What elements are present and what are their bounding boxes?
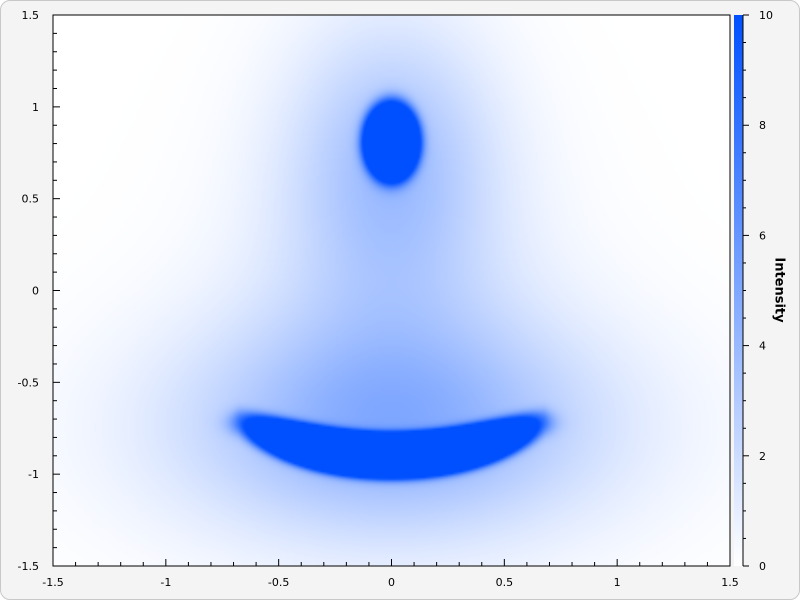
colorbar-tick-label: 8 xyxy=(759,119,766,132)
x-tick-label: 0 xyxy=(388,576,395,589)
x-tick-label: 0.5 xyxy=(496,576,514,589)
y-tick-label: -1 xyxy=(28,468,39,481)
x-tick-label: 1.5 xyxy=(721,576,739,589)
colorbar-tick-label: 6 xyxy=(759,229,766,242)
y-tick-label: 1 xyxy=(32,101,39,114)
x-axis: -1.5 -1 -0.5 0 0.5 1 1.5 xyxy=(42,559,739,589)
colorbar-tick-label: 10 xyxy=(759,9,773,22)
y-axis: 1.5 1 0.5 0 -0.5 -1 -1.5 xyxy=(18,9,60,573)
colorbar-tick-label: 4 xyxy=(759,340,766,353)
x-tick-label: -1.5 xyxy=(42,576,63,589)
x-tick-label: 1 xyxy=(614,576,621,589)
y-tick-label: 0 xyxy=(32,285,39,298)
colorbar-tick-label: 2 xyxy=(759,450,766,463)
y-tick-label: 1.5 xyxy=(22,9,40,22)
colorbar-label: Intensity xyxy=(772,257,787,323)
x-tick-label: -1 xyxy=(160,576,171,589)
y-tick-label: -0.5 xyxy=(18,376,39,389)
y-tick-label: -1.5 xyxy=(18,560,39,573)
heatmap-image xyxy=(53,15,730,566)
colorbar-axis: 10 8 6 4 2 0 xyxy=(742,9,773,573)
y-tick-label: 0.5 xyxy=(22,193,40,206)
colorbar-tick-label: 0 xyxy=(759,560,766,573)
x-tick-label: -0.5 xyxy=(268,576,289,589)
colorbar xyxy=(734,15,743,566)
